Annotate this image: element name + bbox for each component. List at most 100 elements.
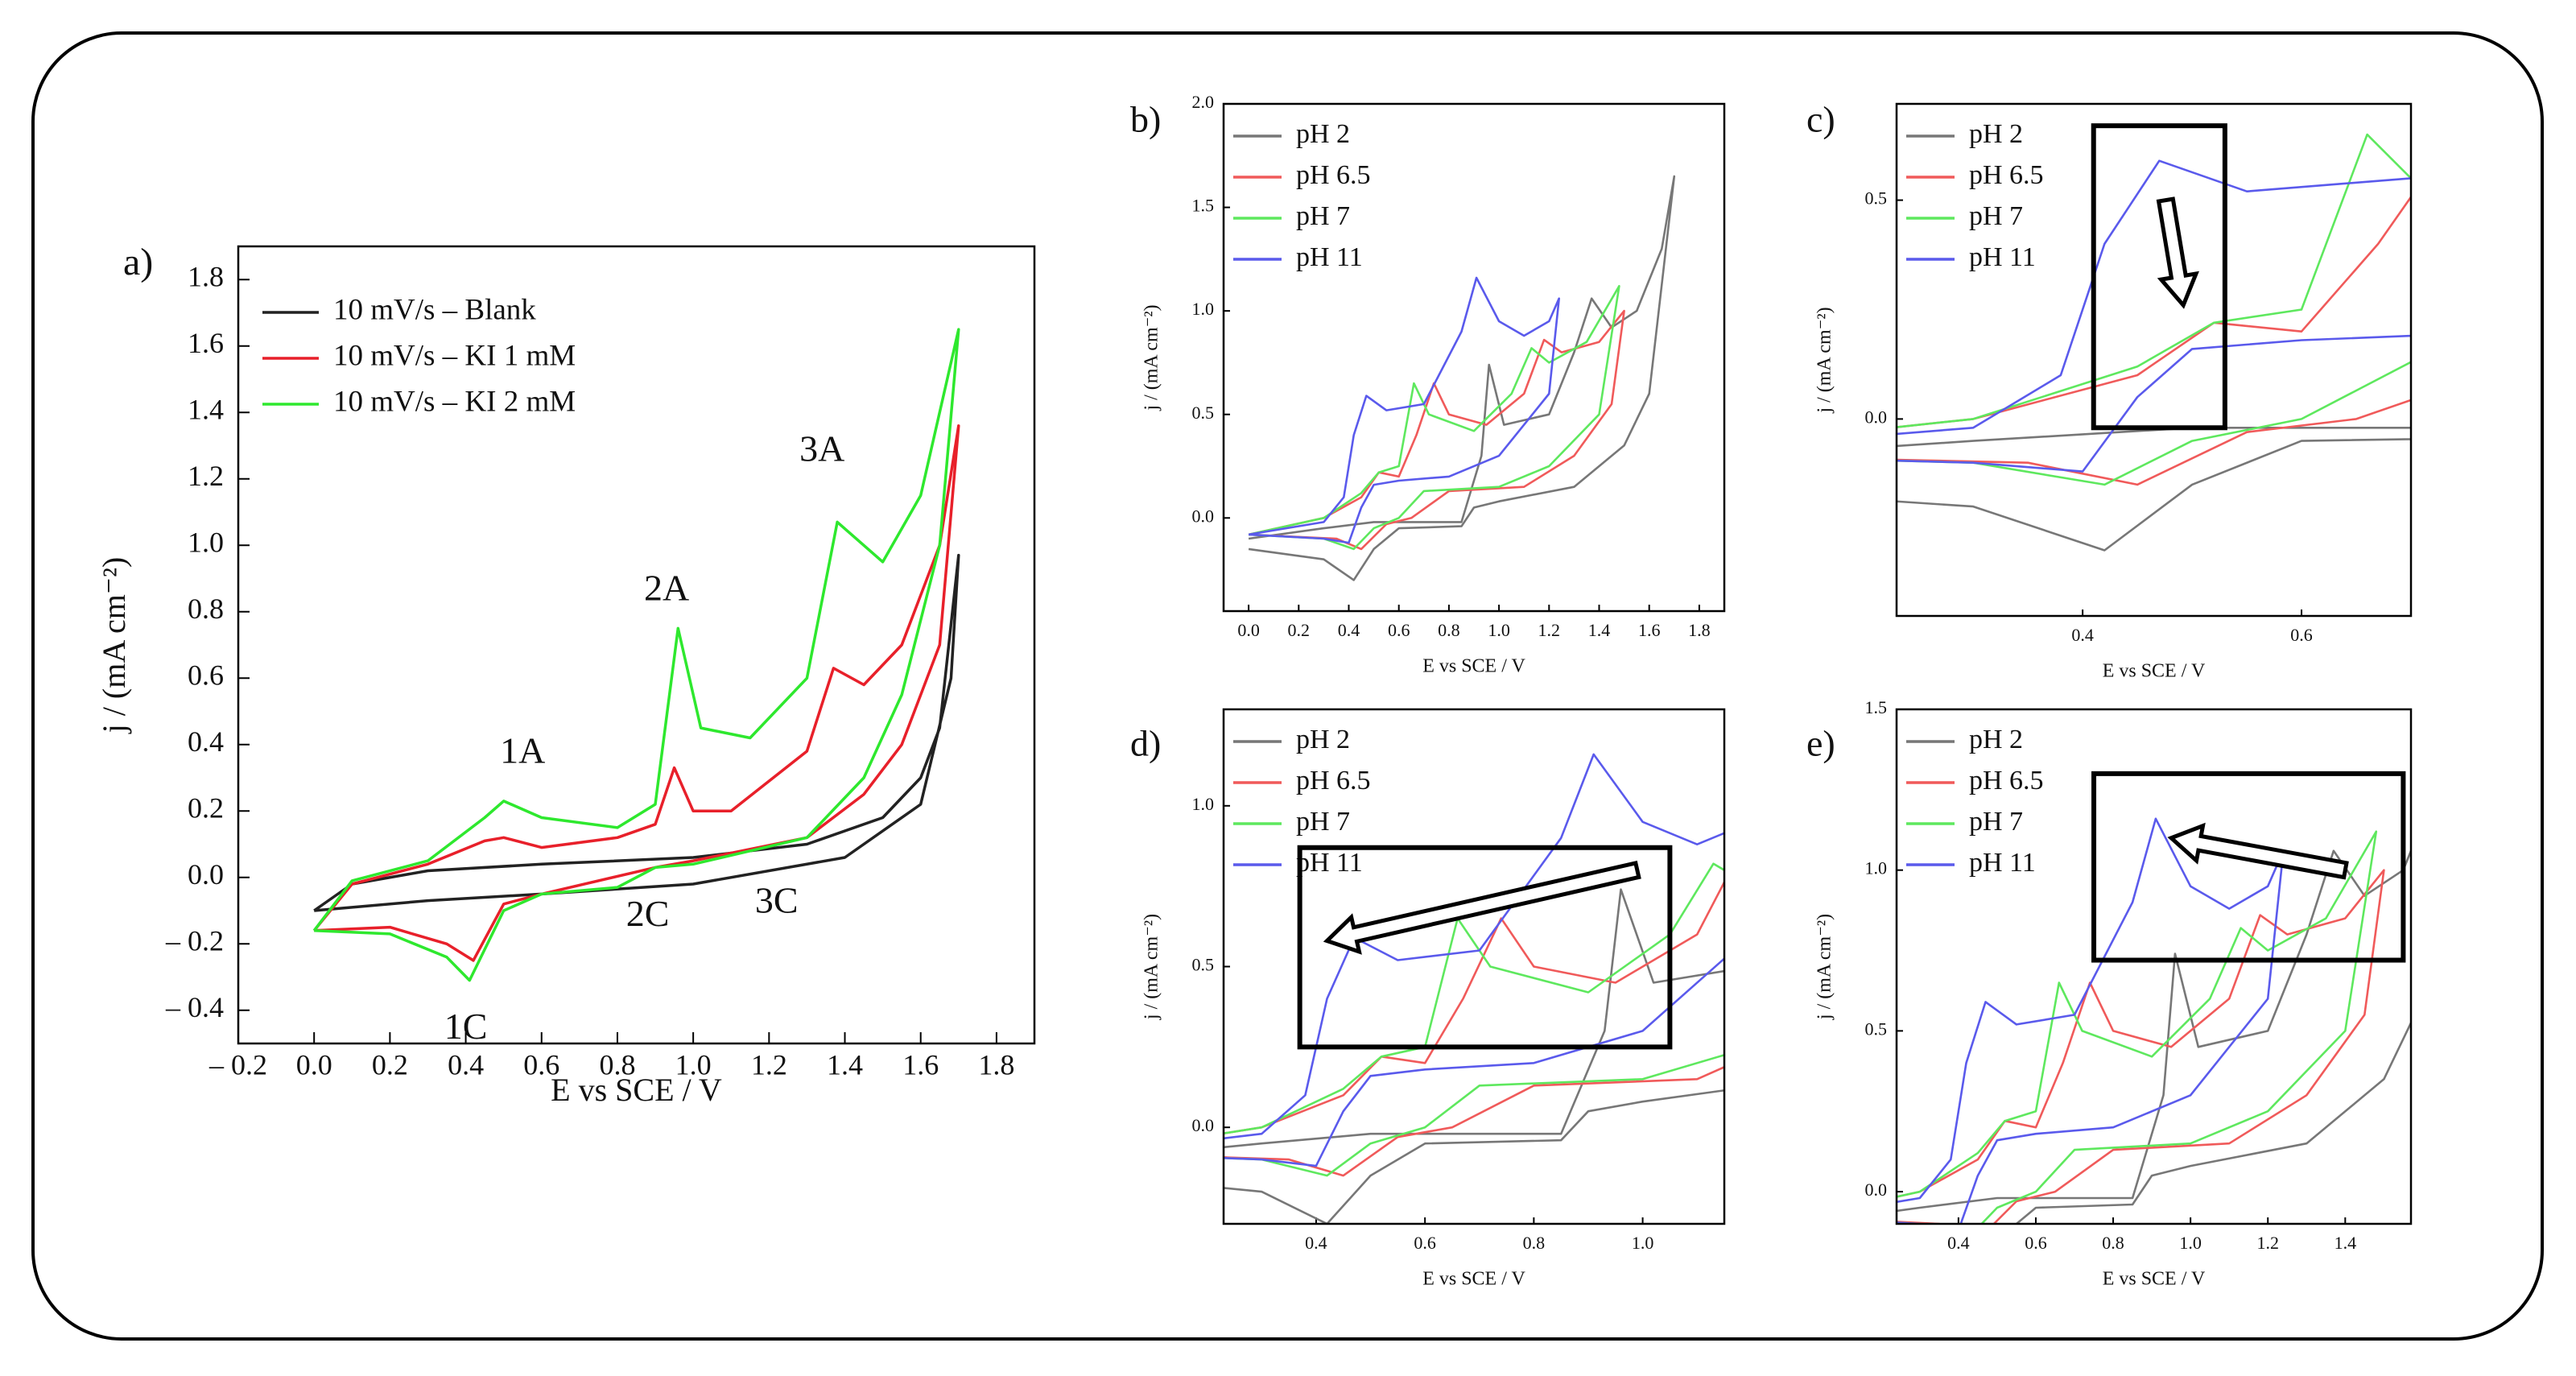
x-tick-label: 0.0: [1237, 620, 1260, 640]
highlight-box: [2091, 771, 2406, 963]
x-tick-label: 1.0: [675, 1048, 712, 1081]
plot-frame: [237, 245, 1036, 1045]
legend-label: pH 6.5: [1969, 766, 2044, 795]
y-tick-label: 0.5: [1865, 1019, 1888, 1039]
y-tick-label: 1.4: [188, 394, 224, 426]
cv-curve: [312, 424, 960, 962]
x-tick-label: 0.4: [1338, 620, 1360, 640]
plot-area: [1248, 175, 1676, 581]
legend-label: pH 2: [1296, 725, 1350, 754]
x-tick-label: 1.6: [1638, 620, 1661, 640]
x-tick-label: 0.6: [1388, 620, 1410, 640]
x-tick-label: 0.6: [2290, 625, 2313, 645]
x-tick-label: 0.2: [372, 1048, 408, 1081]
cv-curve: [1897, 848, 2411, 1224]
plot-area: [1224, 753, 1724, 1224]
legend-label: pH 7: [1296, 201, 1350, 231]
arrow: [2156, 196, 2199, 309]
x-axis-title: E vs SCE / V: [2103, 1269, 2206, 1290]
plot-frame: [1222, 102, 1726, 613]
y-tick-label: 1.0: [1192, 299, 1215, 319]
y-tick-label: 1.5: [1192, 196, 1215, 216]
x-tick-label: 0.4: [1305, 1233, 1327, 1253]
y-tick-label: 0.5: [1192, 403, 1215, 423]
cv-curve: [1897, 830, 2378, 1224]
y-tick-label: 0.0: [188, 858, 224, 890]
x-axis-title: E vs SCE / V: [551, 1072, 722, 1108]
legend-label: pH 7: [1296, 807, 1350, 837]
y-tick-label: 0.5: [1865, 188, 1888, 209]
cv-curve: [1897, 195, 2411, 486]
x-tick-label: 0.2: [1288, 620, 1311, 640]
x-tick-label: 1.2: [1538, 620, 1561, 640]
y-tick-label: 1.5: [1865, 697, 1888, 717]
y-axis-title: j / (mA cm⁻²): [1814, 307, 1835, 413]
y-tick-label: 0.5: [1192, 955, 1215, 975]
x-tick-label: 1.0: [1632, 1233, 1654, 1253]
y-tick-label: – 0.2: [165, 925, 224, 957]
y-tick-label: 0.8: [188, 593, 224, 625]
x-tick-label: 0.4: [1947, 1233, 1970, 1253]
x-axis-title: E vs SCE / V: [1422, 1269, 1525, 1290]
panel-label: d): [1130, 723, 1161, 764]
cv-curve: [1248, 309, 1625, 551]
legend-label: pH 6.5: [1296, 160, 1371, 190]
y-tick-label: 1.6: [188, 327, 224, 359]
x-tick-label: 1.8: [978, 1048, 1014, 1081]
legend-label: pH 6.5: [1296, 766, 1371, 795]
peak-label: 2C: [626, 893, 670, 934]
panel-label: c): [1806, 99, 1835, 140]
x-tick-label: 0.8: [2102, 1233, 2124, 1253]
x-tick-label: 1.2: [751, 1048, 787, 1081]
y-axis-title: j / (mA cm⁻²): [1141, 914, 1162, 1020]
y-tick-label: 1.0: [188, 527, 224, 559]
legend-label: pH 7: [1969, 201, 2023, 231]
y-tick-label: 0.0: [1865, 1180, 1888, 1200]
cv-curve: [312, 328, 960, 982]
x-tick-label: 0.4: [2071, 625, 2094, 645]
y-tick-label: 0.2: [188, 792, 224, 824]
cv-curve: [1224, 862, 1724, 1177]
legend-label: pH 2: [1969, 119, 2023, 149]
cv-curve: [1248, 276, 1560, 544]
plot-area: [312, 328, 960, 982]
cv-curve: [1897, 159, 2411, 473]
cv-curve: [313, 553, 960, 912]
plot-area: [1897, 817, 2411, 1224]
y-tick-label: 2.0: [1192, 92, 1215, 112]
cv-curve: [1248, 285, 1620, 551]
peak-label: 3A: [799, 428, 844, 469]
peak-label: 2A: [644, 568, 689, 609]
x-tick-label: 0.8: [599, 1048, 635, 1081]
cv-curve: [1224, 879, 1724, 1177]
y-tick-label: 0.0: [1865, 407, 1888, 427]
y-tick-label: 0.0: [1192, 506, 1215, 526]
highlight-box: [1297, 845, 1673, 1050]
y-tick-label: 0.4: [188, 725, 224, 758]
x-tick-label: 1.4: [1588, 620, 1611, 640]
x-tick-label: 1.0: [2179, 1233, 2202, 1253]
y-tick-label: 0.0: [1192, 1115, 1215, 1135]
peak-label: 1C: [444, 1006, 488, 1047]
panel-label: a): [123, 241, 153, 283]
x-tick-label: 0.8: [1523, 1233, 1546, 1253]
x-tick-label: 0.8: [1438, 620, 1460, 640]
legend-label: pH 11: [1969, 242, 2036, 272]
peak-label: 3C: [755, 879, 799, 920]
y-tick-label: 1.0: [1192, 794, 1215, 814]
x-tick-label: – 0.2: [208, 1048, 267, 1081]
legend-label: pH 11: [1296, 242, 1363, 272]
legend-label: pH 11: [1969, 848, 2036, 878]
y-tick-label: 1.0: [1865, 858, 1888, 878]
x-tick-label: 1.2: [2256, 1233, 2279, 1253]
peak-label: 1A: [500, 730, 545, 771]
arrow: [1323, 860, 1641, 955]
x-tick-label: 1.0: [1488, 620, 1510, 640]
arrow: [2167, 822, 2349, 880]
x-axis-title: E vs SCE / V: [2103, 661, 2206, 682]
plot-frame: [1222, 708, 1726, 1225]
y-axis-title: j / (mA cm⁻²): [96, 557, 132, 735]
panel-label: e): [1806, 723, 1835, 764]
plot-frame: [1895, 102, 2413, 618]
